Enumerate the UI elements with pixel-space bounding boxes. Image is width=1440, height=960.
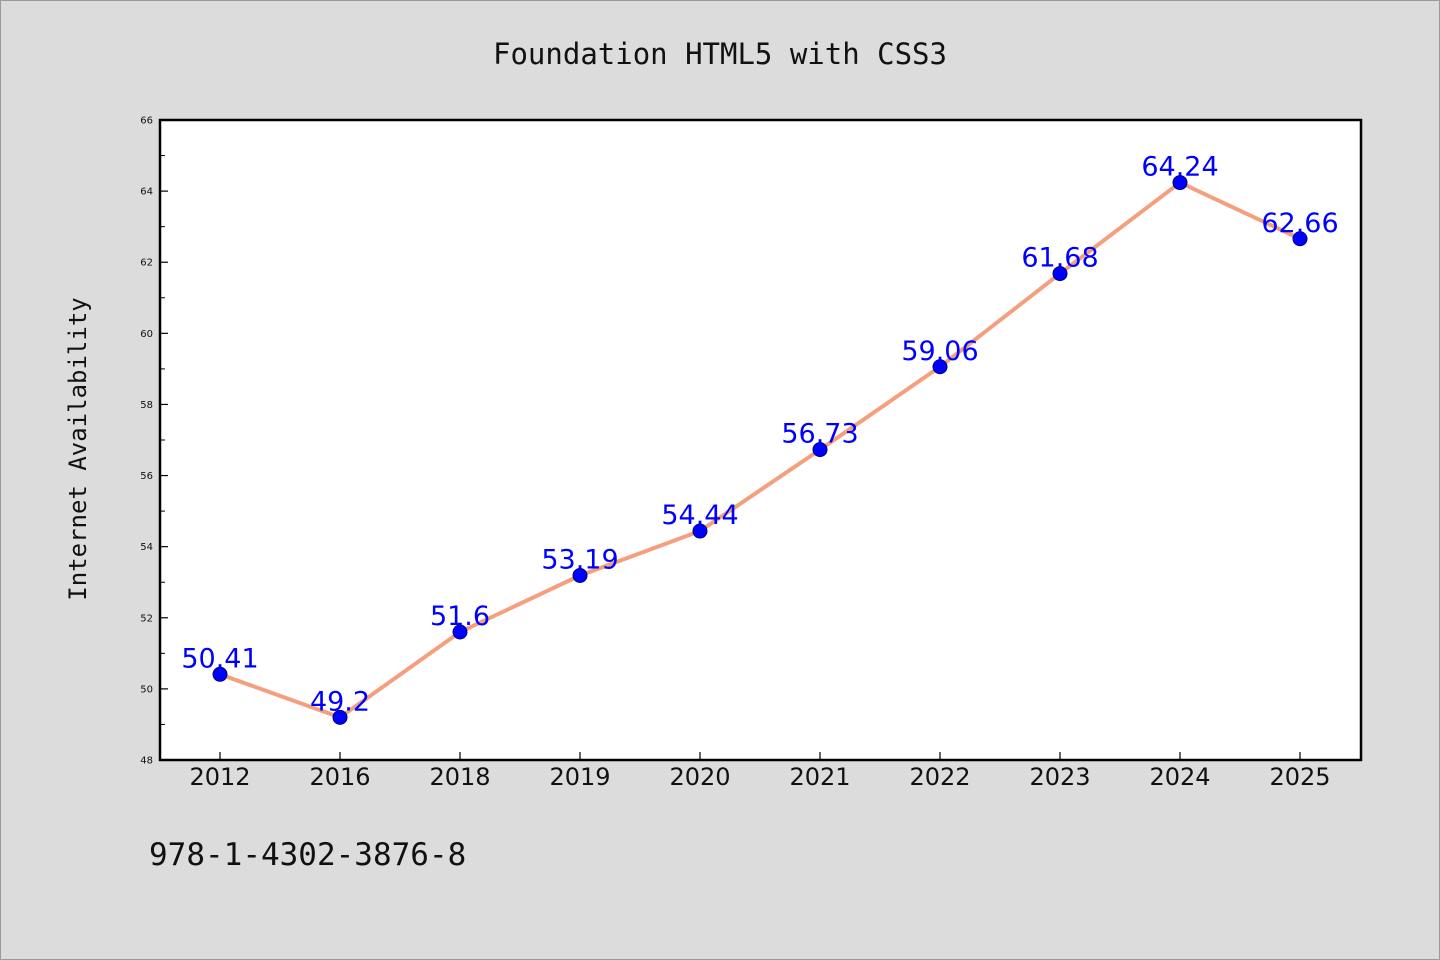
data-point bbox=[1052, 266, 1068, 282]
data-point bbox=[692, 523, 708, 539]
x-tick-label: 2012 bbox=[189, 763, 250, 791]
y-tick-label: 66 bbox=[140, 116, 153, 127]
y-tick-label: 58 bbox=[140, 400, 153, 411]
data-label: 64.24 bbox=[1141, 152, 1218, 183]
x-tick-label: 2025 bbox=[1269, 763, 1330, 791]
series-layer bbox=[212, 175, 1308, 725]
x-axis-ticks: 2012 2016 2018 2019 2020 2021 2022 2023 2024 2025 bbox=[189, 752, 1331, 791]
data-label: 53.19 bbox=[541, 544, 618, 575]
y-tick-label: 50 bbox=[140, 684, 153, 695]
y-axis-ticks: 48 50 52 54 56 58 60 62 64 66 bbox=[140, 116, 168, 767]
x-tick-label: 2023 bbox=[1029, 763, 1090, 791]
y-tick-label: 48 bbox=[140, 756, 153, 767]
y-tick-label: 54 bbox=[140, 542, 153, 553]
y-tick-label: 62 bbox=[140, 258, 153, 269]
y-axis-label: Internet Availability bbox=[64, 297, 92, 600]
x-tick-label: 2018 bbox=[429, 763, 490, 791]
data-labels: 50.41 49.2 51.6 53.19 54.44 56.73 59.06 61.68 64… bbox=[181, 152, 1338, 718]
y-tick-label: 52 bbox=[140, 613, 153, 624]
data-label: 61.68 bbox=[1021, 243, 1098, 274]
x-tick-label: 2019 bbox=[549, 763, 610, 791]
data-point bbox=[452, 624, 468, 640]
y-tick-label: 60 bbox=[140, 329, 153, 340]
x-tick-label: 2016 bbox=[309, 763, 370, 791]
data-label: 56.73 bbox=[781, 419, 858, 450]
data-point bbox=[812, 442, 828, 458]
plot-area bbox=[158, 118, 1363, 762]
y-tick-label: 64 bbox=[140, 187, 153, 198]
data-label: 54.44 bbox=[661, 500, 738, 531]
x-tick-label: 2022 bbox=[909, 763, 970, 791]
data-point bbox=[332, 709, 348, 725]
data-point bbox=[212, 666, 228, 682]
footer-isbn: 978-1-4302-3876-8 bbox=[149, 837, 466, 873]
chart-title: Foundation HTML5 with CSS3 bbox=[493, 37, 947, 71]
data-label: 51.6 bbox=[430, 601, 490, 632]
data-label: 59.06 bbox=[901, 336, 978, 367]
series-line bbox=[218, 180, 1302, 720]
data-label: 49.2 bbox=[310, 686, 370, 717]
data-label: 50.41 bbox=[181, 643, 258, 674]
y-tick-label: 56 bbox=[140, 471, 153, 482]
x-tick-label: 2021 bbox=[789, 763, 850, 791]
data-point bbox=[1292, 231, 1308, 247]
data-point bbox=[932, 359, 948, 375]
data-point bbox=[572, 567, 588, 583]
data-point bbox=[1172, 175, 1188, 191]
x-tick-label: 2020 bbox=[669, 763, 730, 791]
x-tick-label: 2024 bbox=[1149, 763, 1210, 791]
data-label: 62.66 bbox=[1261, 208, 1338, 239]
